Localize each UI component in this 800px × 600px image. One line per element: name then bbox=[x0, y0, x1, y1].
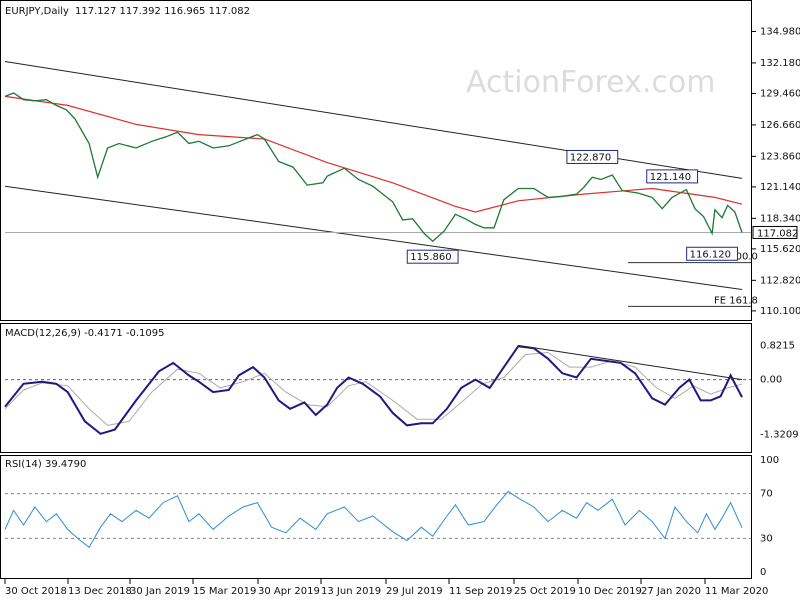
rsi-series: 100 70 30 0 bbox=[4, 455, 779, 578]
rsi-tick-label: 30 bbox=[760, 533, 773, 544]
rsi-tick-label: 100 bbox=[760, 455, 779, 466]
annotation-box bbox=[646, 169, 699, 184]
x-tick-label: 30 Jan 2019 bbox=[130, 586, 190, 597]
price-tick-label: 126.660 bbox=[760, 120, 800, 131]
x-tick-label: 13 Dec 2018 bbox=[68, 586, 132, 597]
x-tick-label: 13 Jun 2019 bbox=[321, 586, 381, 597]
price-tick-label: 110.100 bbox=[760, 306, 800, 317]
macd-trendline bbox=[518, 344, 743, 381]
x-tick-label: 11 Sep 2019 bbox=[449, 586, 512, 597]
price-tick-label: 134.980 bbox=[760, 26, 800, 37]
x-tick-label: 25 Oct 2019 bbox=[514, 586, 576, 597]
moving-average-line bbox=[4, 95, 743, 213]
price-title: EURJPY,Daily bbox=[5, 6, 69, 17]
watermark: ActionForex.com bbox=[466, 65, 715, 100]
x-tick-label: 29 Jul 2019 bbox=[386, 586, 443, 597]
annotation-box bbox=[406, 249, 459, 264]
macd-panel-frame bbox=[0, 323, 752, 453]
price-tick-label: 115.620 bbox=[760, 244, 800, 255]
annotation-box bbox=[566, 149, 619, 164]
macd-tick-label: 0.00 bbox=[760, 375, 782, 386]
x-tick-label: 10 Dec 2019 bbox=[578, 586, 642, 597]
price-tick-label: 132.180 bbox=[760, 58, 800, 69]
annotation-label: 116.120 bbox=[690, 249, 731, 260]
rsi-tick-label: 70 bbox=[760, 489, 773, 500]
macd-line bbox=[4, 345, 743, 435]
x-tick-label: 30 Apr 2019 bbox=[258, 586, 320, 597]
annotation-label: 121.140 bbox=[650, 172, 691, 183]
macd-title: MACD(12,26,9) -0.4171 -0.1095 bbox=[5, 328, 165, 339]
last-price-label: 117.082 bbox=[757, 228, 798, 239]
price-tick-label: 129.460 bbox=[760, 88, 800, 99]
macd-tick-label: 0.8215 bbox=[760, 340, 795, 351]
macd-signal-line bbox=[4, 351, 743, 426]
price-tick-label: 121.140 bbox=[760, 182, 800, 193]
price-tick-label: 118.340 bbox=[760, 213, 800, 224]
annotation-box bbox=[686, 246, 738, 261]
annotation-label: 115.860 bbox=[410, 252, 451, 263]
price-tick-label: 112.820 bbox=[760, 275, 800, 286]
fe-label: FE 161.8 bbox=[714, 295, 758, 306]
rsi-tick-label: 0 bbox=[760, 567, 766, 578]
price-tick-label: 123.860 bbox=[760, 151, 800, 162]
price-ohlc: 117.127 117.392 116.965 117.082 bbox=[75, 6, 250, 17]
x-tick-label: 15 Mar 2019 bbox=[193, 586, 256, 597]
price-panel-frame bbox=[0, 0, 752, 321]
rsi-title: RSI(14) 39.4790 bbox=[5, 459, 86, 470]
annotation-label: 122.870 bbox=[570, 152, 611, 163]
macd-series: 0.8215 0.00 -1.3209 bbox=[4, 340, 799, 441]
channel-lower-line bbox=[4, 185, 743, 291]
price-series: FE 100.0FE 161.8115.860122.870121.140116… bbox=[4, 61, 798, 307]
rsi-line bbox=[4, 490, 743, 549]
price-line bbox=[4, 92, 743, 243]
x-tick-label: 30 Oct 2018 bbox=[5, 586, 67, 597]
last-price-badge bbox=[752, 225, 798, 239]
macd-tick-label: -1.3209 bbox=[760, 430, 799, 441]
x-tick-label: 27 Jan 2020 bbox=[641, 586, 701, 597]
x-tick-label: 11 Mar 2020 bbox=[705, 586, 768, 597]
rsi-panel-frame bbox=[0, 455, 752, 579]
channel-upper-line bbox=[4, 61, 743, 179]
price-axis: 134.980 132.180 129.460 126.660 123.860 121.1… bbox=[751, 26, 800, 317]
